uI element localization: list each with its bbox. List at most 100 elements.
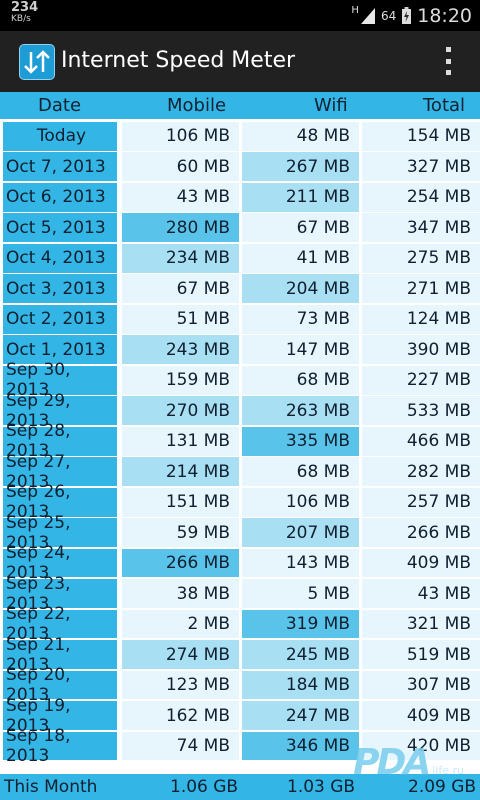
table-row: Sep 30, 2013 159 MB 68 MB 227 MB [0, 360, 480, 400]
row-mobile: 274 MB [122, 640, 239, 669]
row-total: 254 MB [362, 182, 480, 212]
row-wifi: 68 MB [242, 457, 359, 487]
table-row: Sep 22, 2013 2 MB 319 MB 321 MB [0, 604, 480, 644]
row-wifi: 184 MB [242, 670, 359, 700]
row-total: 124 MB [362, 304, 480, 334]
row-mobile: 243 MB [122, 335, 239, 365]
row-wifi: 48 MB [242, 122, 359, 151]
row-total: 282 MB [362, 457, 480, 487]
row-total: 347 MB [362, 213, 480, 243]
table-header: Date Mobile Wifi Total [0, 93, 480, 119]
summary-wifi: 1.03 GB [287, 777, 356, 797]
row-wifi: 147 MB [242, 335, 359, 365]
header-mobile: Mobile [167, 95, 227, 116]
row-wifi: 247 MB [242, 701, 359, 730]
row-wifi: 346 MB [242, 731, 359, 761]
speed-unit: KB/s [11, 14, 31, 24]
network-speed-indicator: 234 KB/s [11, 0, 39, 25]
row-total: 271 MB [362, 274, 480, 304]
row-date: Sep 18, 2013 [3, 726, 117, 766]
row-mobile: 280 MB [122, 213, 239, 243]
row-wifi: 67 MB [242, 213, 359, 243]
row-total: 43 MB [362, 579, 480, 608]
usage-table: Today 106 MB 48 MB 154 MB Oct 7, 2013 60… [0, 122, 480, 766]
row-mobile: 159 MB [122, 365, 239, 395]
header-total: Total [423, 95, 466, 116]
row-wifi: 106 MB [242, 487, 359, 517]
row-date: Sep 23, 2013 [3, 574, 117, 614]
battery-charging-icon [402, 7, 412, 24]
row-wifi: 41 MB [242, 243, 359, 273]
table-row: Oct 4, 2013 234 MB 41 MB 275 MB [0, 243, 480, 273]
row-wifi: 263 MB [242, 396, 359, 426]
row-total: 227 MB [362, 365, 480, 395]
clock: 18:20 [417, 4, 472, 27]
row-mobile: 234 MB [122, 243, 239, 273]
table-row: Sep 23, 2013 38 MB 5 MB 43 MB [0, 574, 480, 614]
row-mobile: 266 MB [122, 548, 239, 578]
row-mobile: 123 MB [122, 670, 239, 700]
status-icons: H 64 18:20 [351, 0, 472, 31]
row-total: 519 MB [362, 640, 480, 669]
table-row: Today 106 MB 48 MB 154 MB [0, 122, 480, 151]
table-row: Sep 25, 2013 59 MB 207 MB 266 MB [0, 513, 480, 553]
overflow-menu-icon[interactable] [444, 47, 452, 75]
row-wifi: 204 MB [242, 274, 359, 304]
row-wifi: 245 MB [242, 640, 359, 669]
watermark-logo: PDA life.ru [353, 745, 464, 781]
summary-mobile: 1.06 GB [170, 777, 239, 797]
status-bar: 234 KB/s H 64 18:20 [0, 0, 480, 31]
row-date: Sep 25, 2013 [3, 513, 117, 553]
action-bar: Internet Speed Meter [0, 31, 480, 94]
table-row: Sep 29, 2013 270 MB 263 MB 533 MB [0, 391, 480, 431]
row-total: 390 MB [362, 335, 480, 365]
row-total: 321 MB [362, 609, 480, 639]
row-date: Oct 6, 2013 [3, 182, 117, 212]
row-date: Oct 1, 2013 [3, 335, 117, 365]
table-row: Oct 7, 2013 60 MB 267 MB 327 MB [0, 152, 480, 182]
header-date: Date [38, 95, 82, 116]
table-row: Sep 21, 2013 274 MB 245 MB 519 MB [0, 635, 480, 675]
row-mobile: 60 MB [122, 152, 239, 182]
speed-value: 234 [11, 0, 39, 15]
row-mobile: 67 MB [122, 274, 239, 304]
app-title: Internet Speed Meter [61, 48, 296, 73]
row-wifi: 319 MB [242, 609, 359, 639]
row-date: Sep 22, 2013 [3, 604, 117, 644]
row-mobile: 59 MB [122, 518, 239, 547]
network-type-label: H [351, 5, 359, 16]
row-wifi: 335 MB [242, 426, 359, 456]
row-total: 154 MB [362, 122, 480, 151]
table-row: Sep 26, 2013 151 MB 106 MB 257 MB [0, 482, 480, 522]
row-total: 409 MB [362, 701, 480, 730]
watermark-mark: PDA [353, 742, 431, 783]
row-mobile: 43 MB [122, 182, 239, 212]
row-total: 420 MB [362, 731, 480, 761]
row-date: Oct 2, 2013 [3, 304, 117, 334]
row-date: Oct 5, 2013 [3, 213, 117, 243]
row-total: 327 MB [362, 152, 480, 182]
summary-total: 2.09 GB [408, 777, 477, 797]
row-wifi: 207 MB [242, 518, 359, 547]
row-mobile: 162 MB [122, 701, 239, 730]
table-row: Oct 5, 2013 280 MB 67 MB 347 MB [0, 213, 480, 243]
battery-level: 64 [380, 8, 397, 23]
row-mobile: 2 MB [122, 609, 239, 639]
row-total: 466 MB [362, 426, 480, 456]
row-date: Today [3, 122, 117, 151]
table-row: Oct 3, 2013 67 MB 204 MB 271 MB [0, 274, 480, 304]
row-date: Oct 7, 2013 [3, 152, 117, 182]
table-row: Oct 6, 2013 43 MB 211 MB 254 MB [0, 182, 480, 212]
up-down-arrows-icon[interactable] [19, 44, 55, 80]
row-wifi: 143 MB [242, 548, 359, 578]
row-total: 533 MB [362, 396, 480, 426]
row-total: 266 MB [362, 518, 480, 547]
row-total: 409 MB [362, 548, 480, 578]
row-wifi: 68 MB [242, 365, 359, 395]
row-total: 307 MB [362, 670, 480, 700]
table-row: Oct 1, 2013 243 MB 147 MB 390 MB [0, 335, 480, 365]
row-total: 275 MB [362, 243, 480, 273]
month-summary-row: This Month 1.06 GB 1.03 GB 2.09 GB [0, 774, 480, 800]
table-row: Sep 27, 2013 214 MB 68 MB 282 MB [0, 452, 480, 492]
row-date: Oct 4, 2013 [3, 243, 117, 273]
